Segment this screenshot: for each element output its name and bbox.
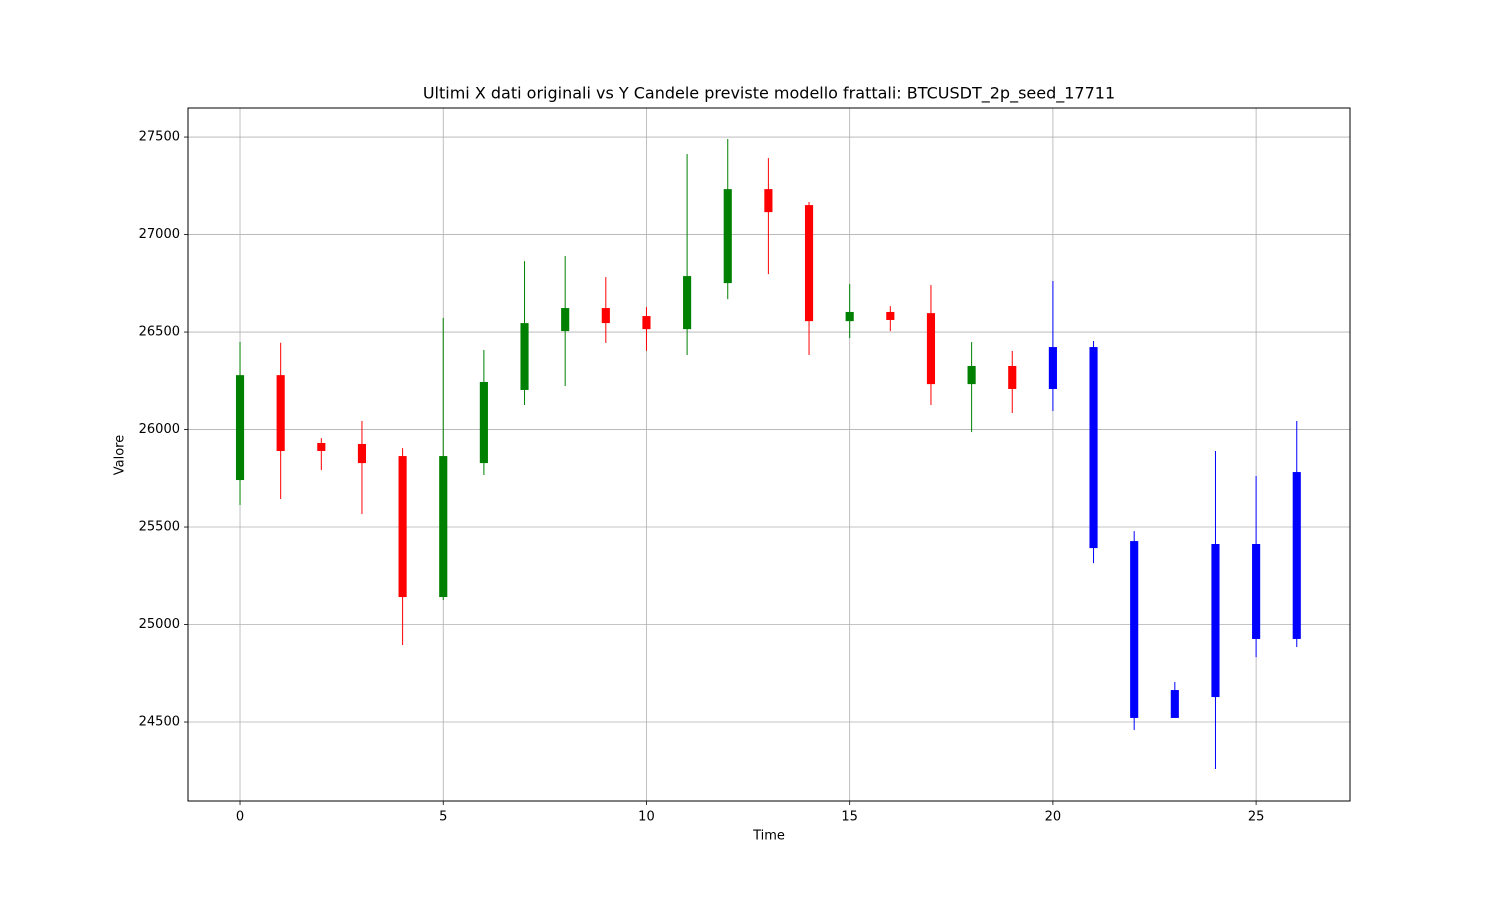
y-tick-label: 24500	[139, 715, 180, 730]
candle-body	[357, 443, 367, 464]
candle-body	[642, 316, 651, 330]
x-axis-label: Time	[752, 829, 785, 844]
candle-body	[479, 381, 488, 464]
candle-body	[967, 365, 976, 385]
candle-body	[1170, 690, 1179, 718]
candle-body	[804, 205, 814, 322]
y-tick-label: 27500	[139, 130, 180, 145]
candle-body	[764, 189, 773, 213]
candle-body	[886, 311, 895, 320]
candle-body	[1292, 472, 1301, 639]
x-tick-label: 5	[439, 810, 447, 825]
candle-body	[398, 456, 407, 598]
y-tick-label: 26000	[139, 422, 180, 437]
candle-body	[926, 313, 936, 385]
x-tick-label: 20	[1045, 810, 1062, 825]
candle-body	[439, 456, 448, 598]
candle-body	[317, 442, 326, 451]
plot-frame	[187, 107, 1351, 802]
x-tick-label: 15	[841, 810, 858, 825]
y-tick-label: 25000	[139, 617, 180, 632]
y-tick-label: 25500	[139, 520, 180, 535]
x-tick-label: 10	[638, 810, 655, 825]
chart-title: Ultimi X dati originali vs Y Candele pre…	[423, 84, 1115, 104]
candle-body	[1211, 544, 1220, 698]
candle-body	[1130, 541, 1139, 718]
candle-body	[1252, 544, 1261, 639]
x-tick-label: 0	[236, 810, 244, 825]
y-tick-label: 26500	[139, 325, 180, 340]
candle-body	[1048, 347, 1057, 389]
x-tick-label: 25	[1248, 810, 1265, 825]
candle-body	[683, 276, 692, 330]
candle-body	[845, 311, 854, 322]
candle-body	[601, 308, 610, 324]
candle-body	[235, 375, 245, 481]
candle-body	[1008, 365, 1017, 389]
y-axis-label: Valore	[113, 435, 128, 475]
y-tick-label: 27000	[139, 227, 180, 242]
candle-body	[1089, 347, 1098, 549]
candle-body	[561, 308, 570, 332]
candle-body	[520, 323, 529, 390]
candle-body	[276, 375, 285, 451]
candle-body	[723, 189, 732, 284]
